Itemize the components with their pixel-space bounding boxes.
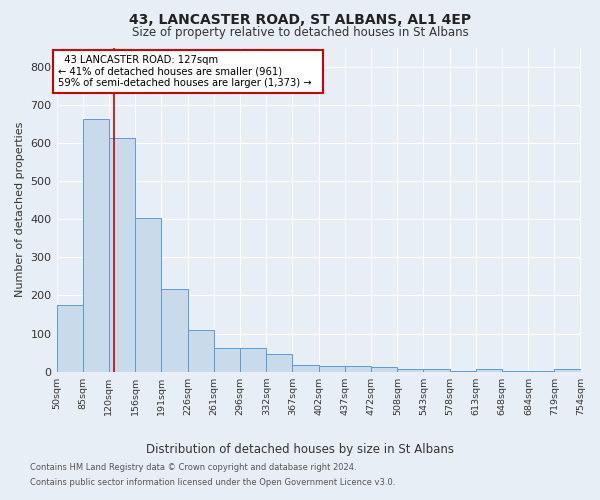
Text: 43, LANCASTER ROAD, ST ALBANS, AL1 4EP: 43, LANCASTER ROAD, ST ALBANS, AL1 4EP (129, 12, 471, 26)
Bar (239, 348, 266, 372)
Text: Distribution of detached houses by size in St Albans: Distribution of detached houses by size … (146, 442, 454, 456)
Bar (188, 330, 214, 372)
Bar (161, 288, 188, 372)
Bar (83, 119, 109, 372)
Bar (266, 354, 292, 372)
Text: 43 LANCASTER ROAD: 127sqm
← 41% of detached houses are smaller (961)
59% of semi: 43 LANCASTER ROAD: 127sqm ← 41% of detac… (58, 55, 318, 88)
Bar (476, 368, 502, 372)
Bar (424, 369, 449, 372)
Bar (371, 366, 397, 372)
Bar (214, 348, 239, 372)
Bar (319, 366, 344, 372)
Bar (109, 138, 134, 372)
Bar (136, 218, 161, 372)
Text: Size of property relative to detached houses in St Albans: Size of property relative to detached ho… (131, 26, 469, 39)
Bar (397, 369, 424, 372)
Text: Contains HM Land Registry data © Crown copyright and database right 2024.: Contains HM Land Registry data © Crown c… (30, 463, 356, 472)
Bar (292, 365, 319, 372)
Text: Contains public sector information licensed under the Open Government Licence v3: Contains public sector information licen… (30, 478, 395, 487)
Y-axis label: Number of detached properties: Number of detached properties (15, 122, 25, 298)
Bar (56, 305, 83, 372)
Bar (344, 366, 371, 372)
Bar (554, 368, 581, 372)
